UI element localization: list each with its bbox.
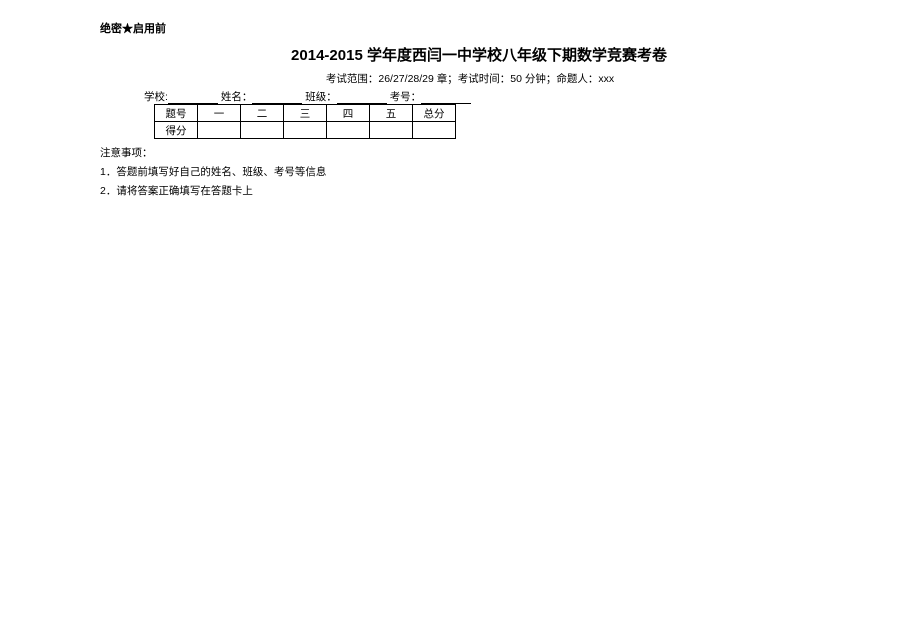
header-cell: 题号 [155,105,198,122]
header-cell: 总分 [413,105,456,122]
name-blank [252,91,302,104]
score-cell [284,122,327,139]
header-cell: 一 [198,105,241,122]
table-score-row: 得分 [155,122,456,139]
header-cell: 三 [284,105,327,122]
top-secret-label: 绝密★启用前 [100,20,820,36]
header-cell: 五 [370,105,413,122]
name-label: 姓名： [221,91,253,103]
notice-heading: 注意事项： [100,145,820,160]
score-cell [241,122,284,139]
score-cell [370,122,413,139]
student-info-line: 学校: 姓名： 班级： 考号： [144,89,820,104]
score-cell [327,122,370,139]
table-header-row: 题号 一 二 三 四 五 总分 [155,105,456,122]
class-blank [337,91,387,104]
class-label: 班级： [305,91,337,103]
score-table: 题号 一 二 三 四 五 总分 得分 [154,104,456,139]
notice-item-1: 1．答题前填写好自己的姓名、班级、考号等信息 [100,164,820,179]
school-blank [168,91,218,104]
score-label-cell: 得分 [155,122,198,139]
score-cell [198,122,241,139]
id-blank [421,91,471,104]
school-label: 学校: [144,91,168,103]
header-cell: 二 [241,105,284,122]
score-cell [413,122,456,139]
id-label: 考号： [390,91,422,103]
exam-title: 2014-2015 学年度西闫一中学校八年级下期数学竞赛考卷 [138,44,820,65]
notice-item-2: 2．请将答案正确填写在答题卡上 [100,183,820,198]
header-cell: 四 [327,105,370,122]
exam-subtitle: 考试范围：26/27/28/29 章；考试时间：50 分钟；命题人：xxx [120,71,820,86]
